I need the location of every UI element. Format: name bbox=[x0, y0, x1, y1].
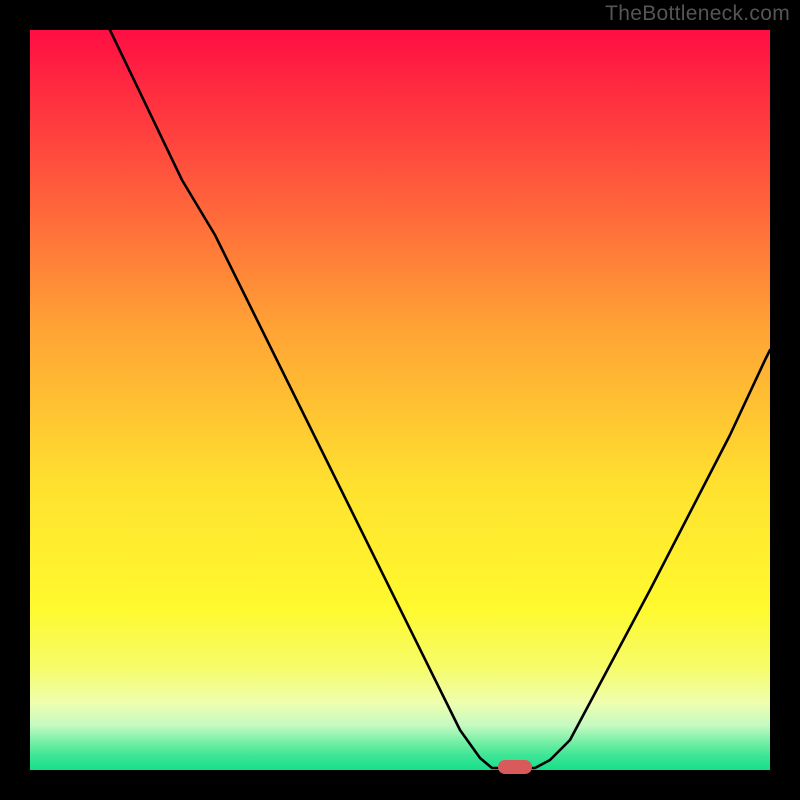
optimum-marker bbox=[498, 760, 532, 774]
curve-path bbox=[110, 30, 770, 768]
bottleneck-curve bbox=[30, 30, 770, 770]
chart-container: TheBottleneck.com bbox=[0, 0, 800, 800]
watermark-label: TheBottleneck.com bbox=[605, 2, 790, 26]
plot-area bbox=[30, 30, 770, 770]
